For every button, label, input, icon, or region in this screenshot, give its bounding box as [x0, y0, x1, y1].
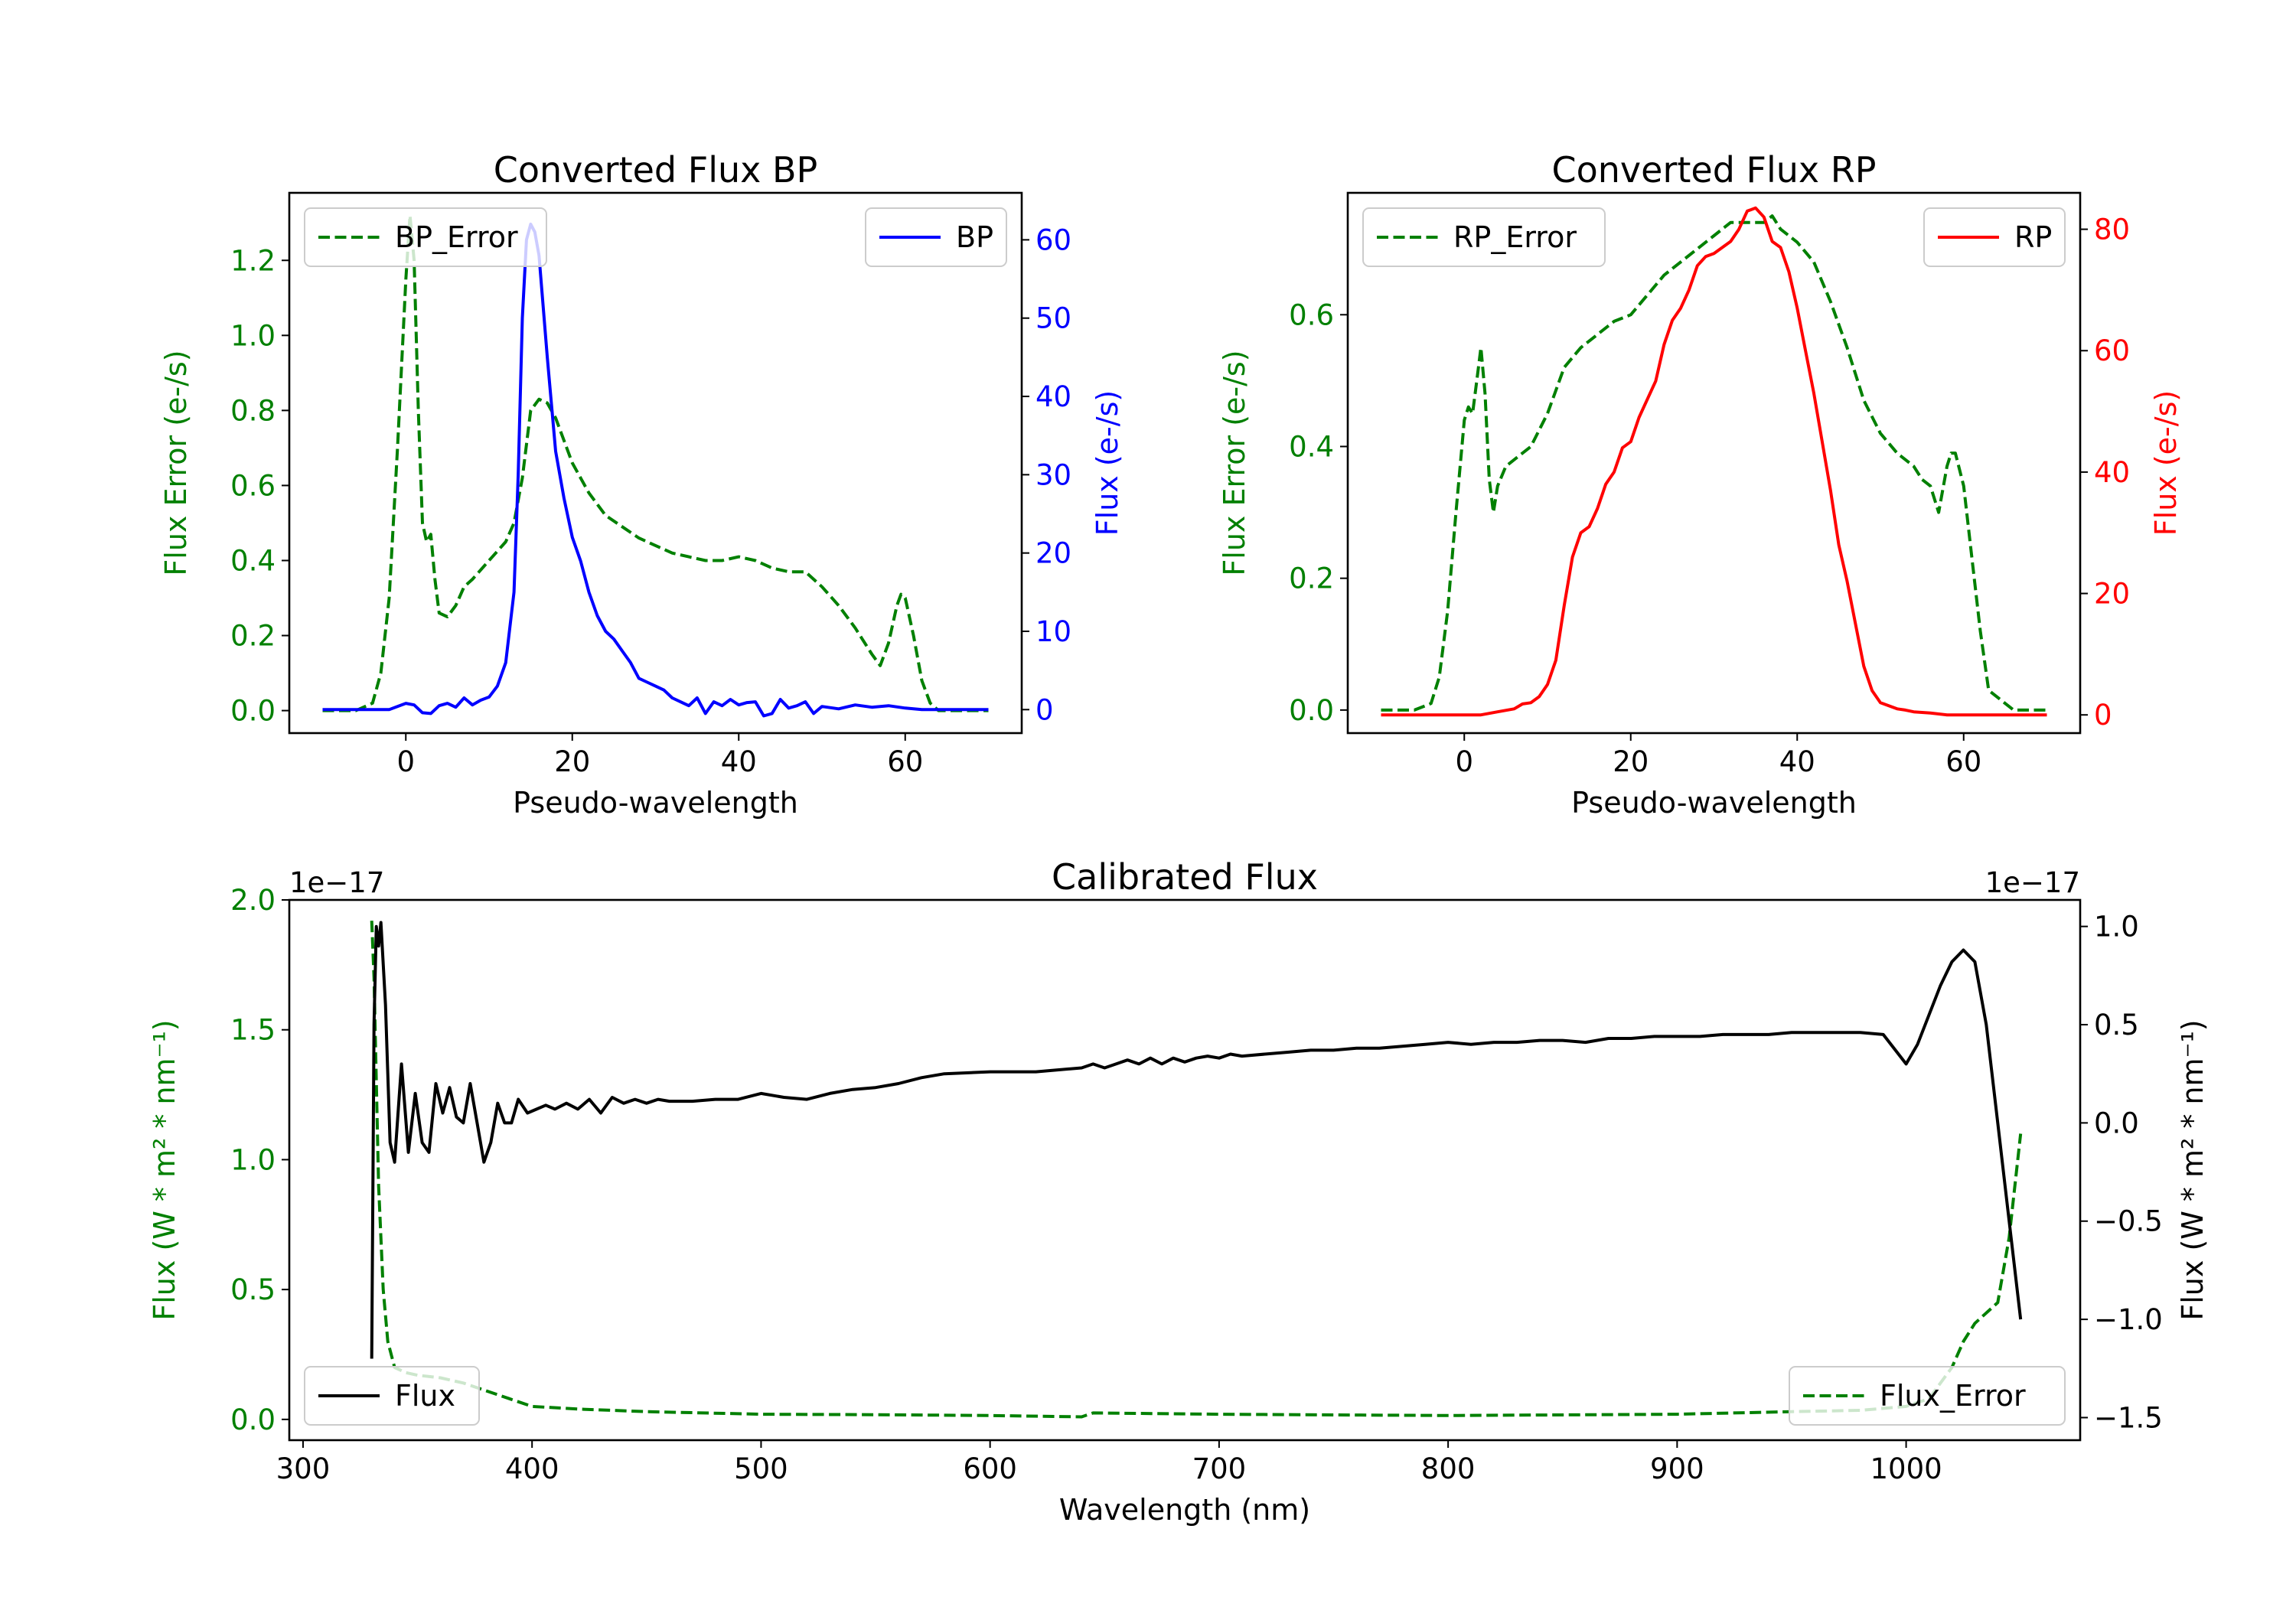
- rp-series-right-line: [1381, 206, 2047, 717]
- cal-xtick-label: 1000: [1870, 1452, 1942, 1485]
- bp-axes-frame: [288, 191, 1023, 735]
- cal-xtick-label: 800: [1421, 1452, 1476, 1485]
- cal-offset-right: 1e−17: [1985, 866, 2080, 899]
- cal-xtick-label: 400: [505, 1452, 559, 1485]
- bp-ytick-left-label: 0.8: [230, 394, 276, 427]
- rp-legend-right: RP: [1923, 207, 2066, 267]
- cal-legend-right-label: Flux_Error: [1880, 1379, 2026, 1413]
- bp-xtick-label: 60: [887, 745, 923, 778]
- cal-xtick-label: 500: [734, 1452, 788, 1485]
- bp-ytick-left-label: 0.6: [230, 469, 276, 502]
- rp-xlabel: Pseudo-wavelength: [1571, 786, 1857, 820]
- cal-legend-right: Flux_Error: [1789, 1366, 2066, 1426]
- cal-ytick-right-label: −1.5: [2094, 1401, 2163, 1434]
- cal-ytick-left-label: 0.0: [230, 1403, 276, 1436]
- cal-ytick-right-label: 0.0: [2094, 1107, 2139, 1139]
- rp-axes-frame: [1346, 191, 2082, 735]
- bp-ytick-right-label: 60: [1035, 223, 1071, 256]
- bp-title: Converted Flux BP: [494, 149, 818, 191]
- rp-ytick-right-label: 60: [2094, 334, 2130, 367]
- bp-ytick-right-label: 10: [1035, 615, 1071, 648]
- bp-ylabel-right: Flux (e-/s): [1091, 390, 1124, 536]
- cal-legend-left: Flux: [304, 1366, 480, 1426]
- bp-ytick-right-label: 40: [1035, 380, 1071, 413]
- cal-ytick-right-label: 0.5: [2094, 1009, 2139, 1041]
- bp-ytick-right-label: 0: [1035, 693, 1054, 726]
- cal-ytick-left-label: 0.5: [230, 1273, 276, 1306]
- cal-legend-left-box: [304, 1366, 480, 1426]
- rp-legend-left-box: [1362, 207, 1606, 267]
- cal-xlabel: Wavelength (nm): [1059, 1493, 1310, 1527]
- bp-ytick-right-label: 30: [1035, 458, 1071, 491]
- rp-legend-right-label: RP: [2014, 220, 2052, 254]
- rp-series-left-line: [1381, 214, 2047, 712]
- cal-panel: 300 400 500 600 700 800 900 1000 0.0 0.5 1.0 1.5 2.0…: [148, 856, 2210, 1527]
- bp-legend-right: BP: [865, 207, 1007, 267]
- rp-ytick-left-label: 0.6: [1289, 298, 1334, 331]
- bp-ylabel-left: Flux Error (e-/s): [159, 350, 193, 575]
- cal-legend-left-label: Flux: [395, 1379, 455, 1413]
- rp-xtick-label: 60: [1945, 745, 1981, 778]
- bp-series-right-line: [322, 222, 989, 718]
- rp-ylabel-left: Flux Error (e-/s): [1218, 350, 1251, 575]
- bp-series-left-line: [322, 214, 989, 712]
- bp-legend-left-label: BP_Error: [395, 220, 518, 254]
- cal-xtick-label: 700: [1192, 1452, 1247, 1485]
- bp-ytick-right-label: 20: [1035, 537, 1071, 570]
- bp-ytick-left-label: 1.2: [230, 244, 276, 277]
- rp-ytick-right-label: 20: [2094, 578, 2130, 611]
- rp-legend-left-label: RP_Error: [1453, 220, 1577, 254]
- cal-ytick-right-label: −1.0: [2094, 1303, 2163, 1336]
- bp-xlabel: Pseudo-wavelength: [513, 786, 798, 820]
- bp-legend-left: BP_Error: [304, 207, 547, 267]
- cal-xtick-label: 300: [276, 1452, 331, 1485]
- cal-series-right-line: [370, 921, 2023, 1359]
- bp-ytick-left-label: 1.0: [230, 319, 276, 352]
- rp-ytick-right-label: 40: [2094, 456, 2130, 489]
- cal-ytick-left-label: 1.5: [230, 1014, 276, 1047]
- rp-ylabel-right: Flux (e-/s): [2149, 390, 2183, 536]
- bp-legend-left-box: [304, 207, 547, 267]
- bp-xtick-label: 40: [721, 745, 757, 778]
- cal-series-left-line: [370, 921, 2023, 1419]
- cal-ytick-left-label: 2.0: [230, 884, 276, 917]
- rp-ytick-left-label: 0.0: [1289, 694, 1334, 727]
- cal-xtick-label: 900: [1650, 1452, 1704, 1485]
- bp-ytick-left-label: 0.0: [230, 695, 276, 728]
- cal-title: Calibrated Flux: [1052, 856, 1318, 898]
- bp-legend-right-label: BP: [956, 220, 993, 254]
- cal-ytick-right-label: 1.0: [2094, 911, 2139, 944]
- rp-xtick-label: 0: [1455, 745, 1473, 778]
- cal-xtick-label: 600: [963, 1452, 1017, 1485]
- bp-xtick-label: 0: [396, 745, 415, 778]
- cal-ylabel-left: Flux (W * m² * nm⁻¹): [148, 1019, 181, 1320]
- bp-ytick-right-label: 50: [1035, 302, 1071, 335]
- bp-panel: 0 20 40 60 0.0 0.2 0.4 0.6 0.8 1.0 1.2 0 10 20 30 40 50 6…: [159, 149, 1124, 820]
- rp-legend-left: RP_Error: [1362, 207, 1606, 267]
- rp-ytick-left-label: 0.2: [1289, 562, 1334, 595]
- cal-ylabel-right: Flux (W * m² * nm⁻¹): [2176, 1019, 2210, 1320]
- rp-ytick-right-label: 0: [2094, 699, 2112, 732]
- bp-ytick-left-label: 0.4: [230, 544, 276, 577]
- rp-title: Converted Flux RP: [1552, 149, 1877, 191]
- rp-ytick-left-label: 0.4: [1289, 430, 1334, 463]
- cal-ytick-right-label: −0.5: [2094, 1205, 2163, 1238]
- rp-xtick-label: 40: [1779, 745, 1815, 778]
- bp-ytick-left-label: 0.2: [230, 620, 276, 653]
- rp-xtick-label: 20: [1613, 745, 1649, 778]
- cal-axes-frame: [288, 898, 2082, 1442]
- cal-legend-right-box: [1789, 1366, 2066, 1426]
- rp-ytick-right-label: 80: [2094, 214, 2130, 246]
- cal-ytick-left-label: 1.0: [230, 1143, 276, 1176]
- rp-panel: 0 20 40 60 0.0 0.2 0.4 0.6 0 20 40 60 80 Converted Fl…: [1218, 149, 2183, 820]
- bp-xtick-label: 20: [554, 745, 590, 778]
- cal-offset-left: 1e−17: [289, 866, 384, 899]
